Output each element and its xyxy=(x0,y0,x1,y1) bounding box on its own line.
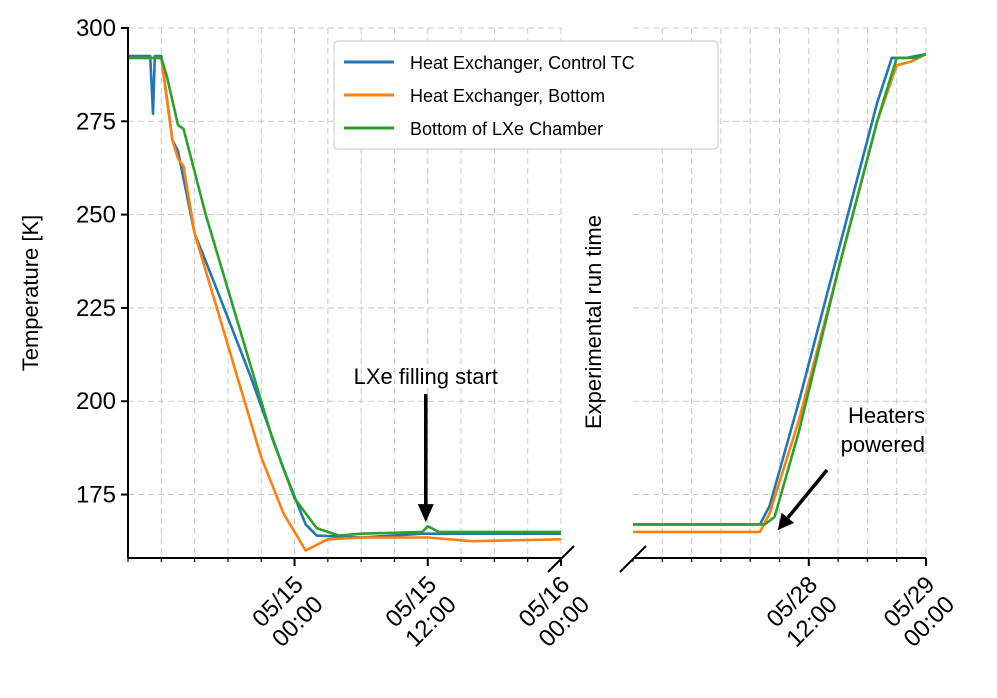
svg-text:powered: powered xyxy=(841,432,925,457)
series-line-2-0 xyxy=(128,56,561,537)
annotation-arrow-head xyxy=(777,512,795,531)
y-tick-label: 275 xyxy=(76,108,116,135)
legend-label: Heat Exchanger, Bottom xyxy=(410,86,605,106)
legend-box xyxy=(333,40,719,150)
annotation-arrow-head xyxy=(417,504,434,523)
y-tick-label: 200 xyxy=(76,388,116,415)
legend-entry: Heat Exchanger, Bottom xyxy=(344,86,605,106)
grid-lines xyxy=(128,27,927,558)
series-line-1-0 xyxy=(128,56,562,552)
svg-text:Heaters: Heaters xyxy=(848,403,925,428)
annotation-arrow-shaft xyxy=(786,468,829,519)
series-lines xyxy=(128,52,927,552)
y-tick-label: 225 xyxy=(76,295,116,322)
axis-break-mark xyxy=(547,545,575,573)
legend-label: Bottom of LXe Chamber xyxy=(410,119,603,139)
legend: Heat Exchanger, Control TC Heat Exchanger… xyxy=(333,40,719,150)
legend-label: Heat Exchanger, Control TC xyxy=(410,53,635,73)
y-axis-label: Temperature [K] xyxy=(18,215,43,372)
series-line-0-0 xyxy=(128,54,561,539)
y-tick-label: 250 xyxy=(76,202,116,229)
axes xyxy=(121,27,927,573)
annotation-experimental-run-time: Experimental run time xyxy=(581,215,606,429)
annotation-lxe-filling: LXe filling start xyxy=(354,364,498,389)
series-2 xyxy=(128,52,927,537)
annotation-heaters-powered: Heaters powered xyxy=(841,403,925,457)
annotations: LXe filling start Heaters powered Experimen… xyxy=(354,215,925,531)
axis-break-mark xyxy=(619,545,647,573)
y-tick-label: 175 xyxy=(76,482,116,509)
y-tick-label: 300 xyxy=(76,15,116,42)
legend-entry: Bottom of LXe Chamber xyxy=(344,119,603,139)
series-line-2-1 xyxy=(633,52,927,526)
legend-entry: Heat Exchanger, Control TC xyxy=(344,53,635,73)
